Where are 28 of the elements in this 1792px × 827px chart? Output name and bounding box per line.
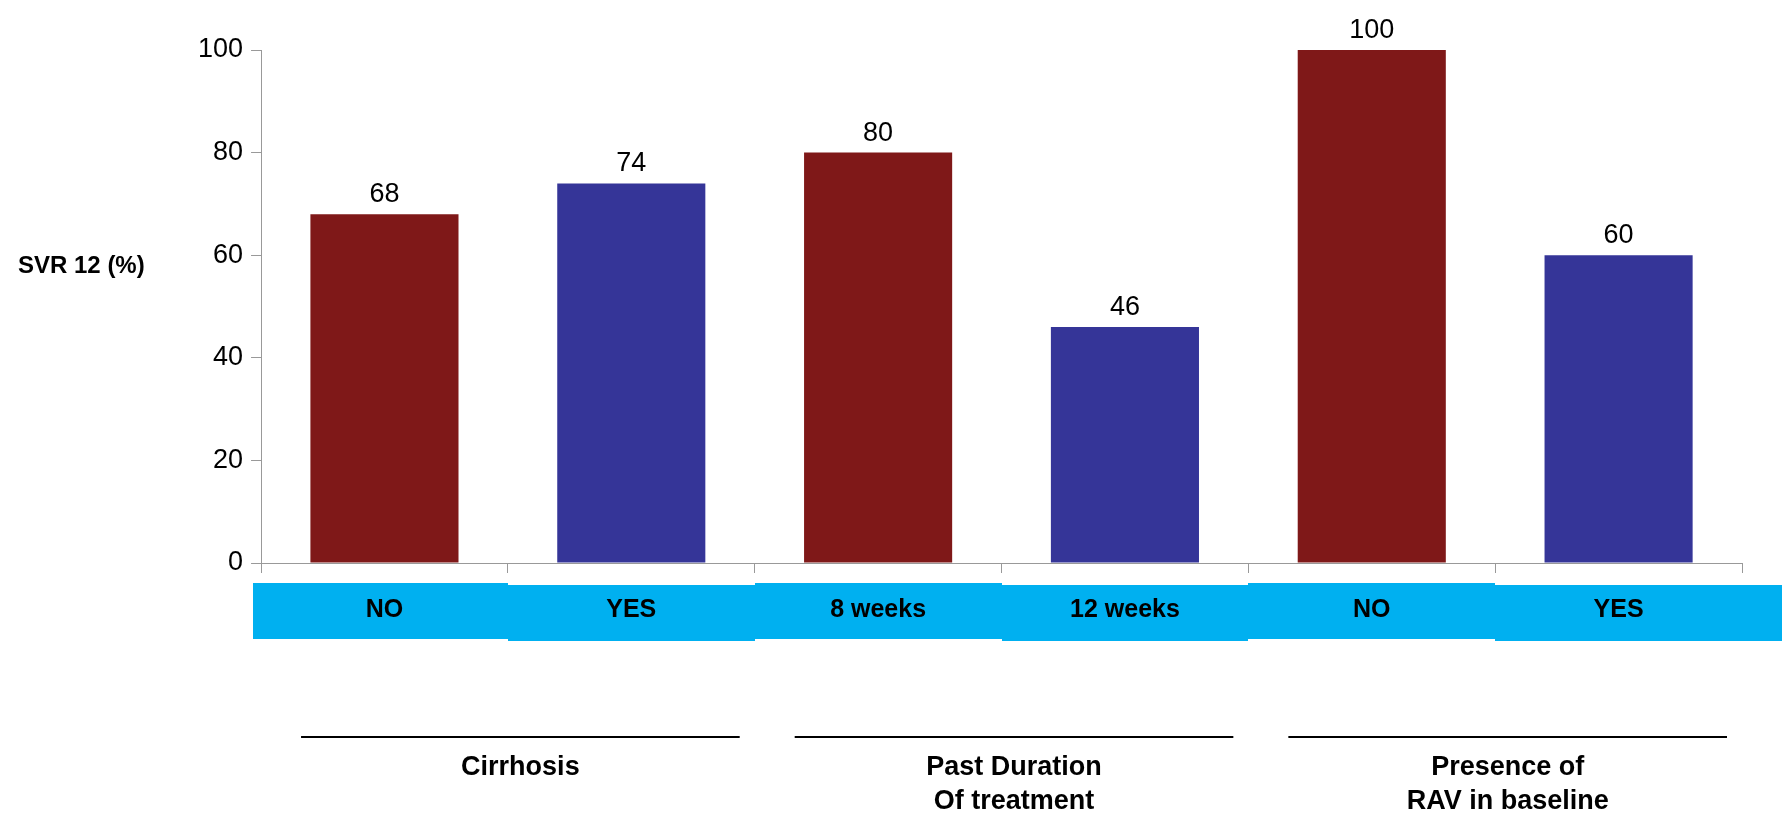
text: Past Duration Of treatment (926, 750, 1102, 815)
y-tick-label: 20 (213, 443, 244, 474)
data-label: 100 (1349, 13, 1395, 44)
data-label: 74 (616, 147, 647, 178)
x-tick-label: 8 weeks (830, 593, 927, 622)
text: Cirrhosis (461, 750, 580, 781)
y-tick-label: 40 (213, 341, 244, 372)
data-label: 68 (369, 178, 400, 209)
bar (1050, 327, 1199, 563)
bar (1297, 50, 1446, 563)
y-tick-label: 80 (213, 136, 244, 167)
x-tick-label: 12 weeks (1070, 593, 1180, 622)
text: Presence of RAV in baseline (1406, 750, 1609, 815)
x-tick-label: NO (1353, 593, 1391, 622)
x-tick-label: YES (1593, 593, 1644, 622)
x-tick-label: YES (606, 593, 657, 622)
bar (1544, 255, 1693, 563)
data-label: 46 (1109, 290, 1140, 321)
data-label: 80 (863, 116, 894, 147)
bar (557, 183, 706, 563)
y-axis-title: SVR 12 (%) (18, 251, 145, 279)
bar (310, 214, 459, 563)
bar (804, 152, 953, 563)
x-tick-label: NO (365, 593, 404, 622)
data-label: 60 (1603, 219, 1634, 250)
y-tick-label: 100 (197, 33, 244, 64)
y-tick-label: 0 (228, 546, 244, 577)
y-tick-label: 60 (213, 238, 244, 269)
